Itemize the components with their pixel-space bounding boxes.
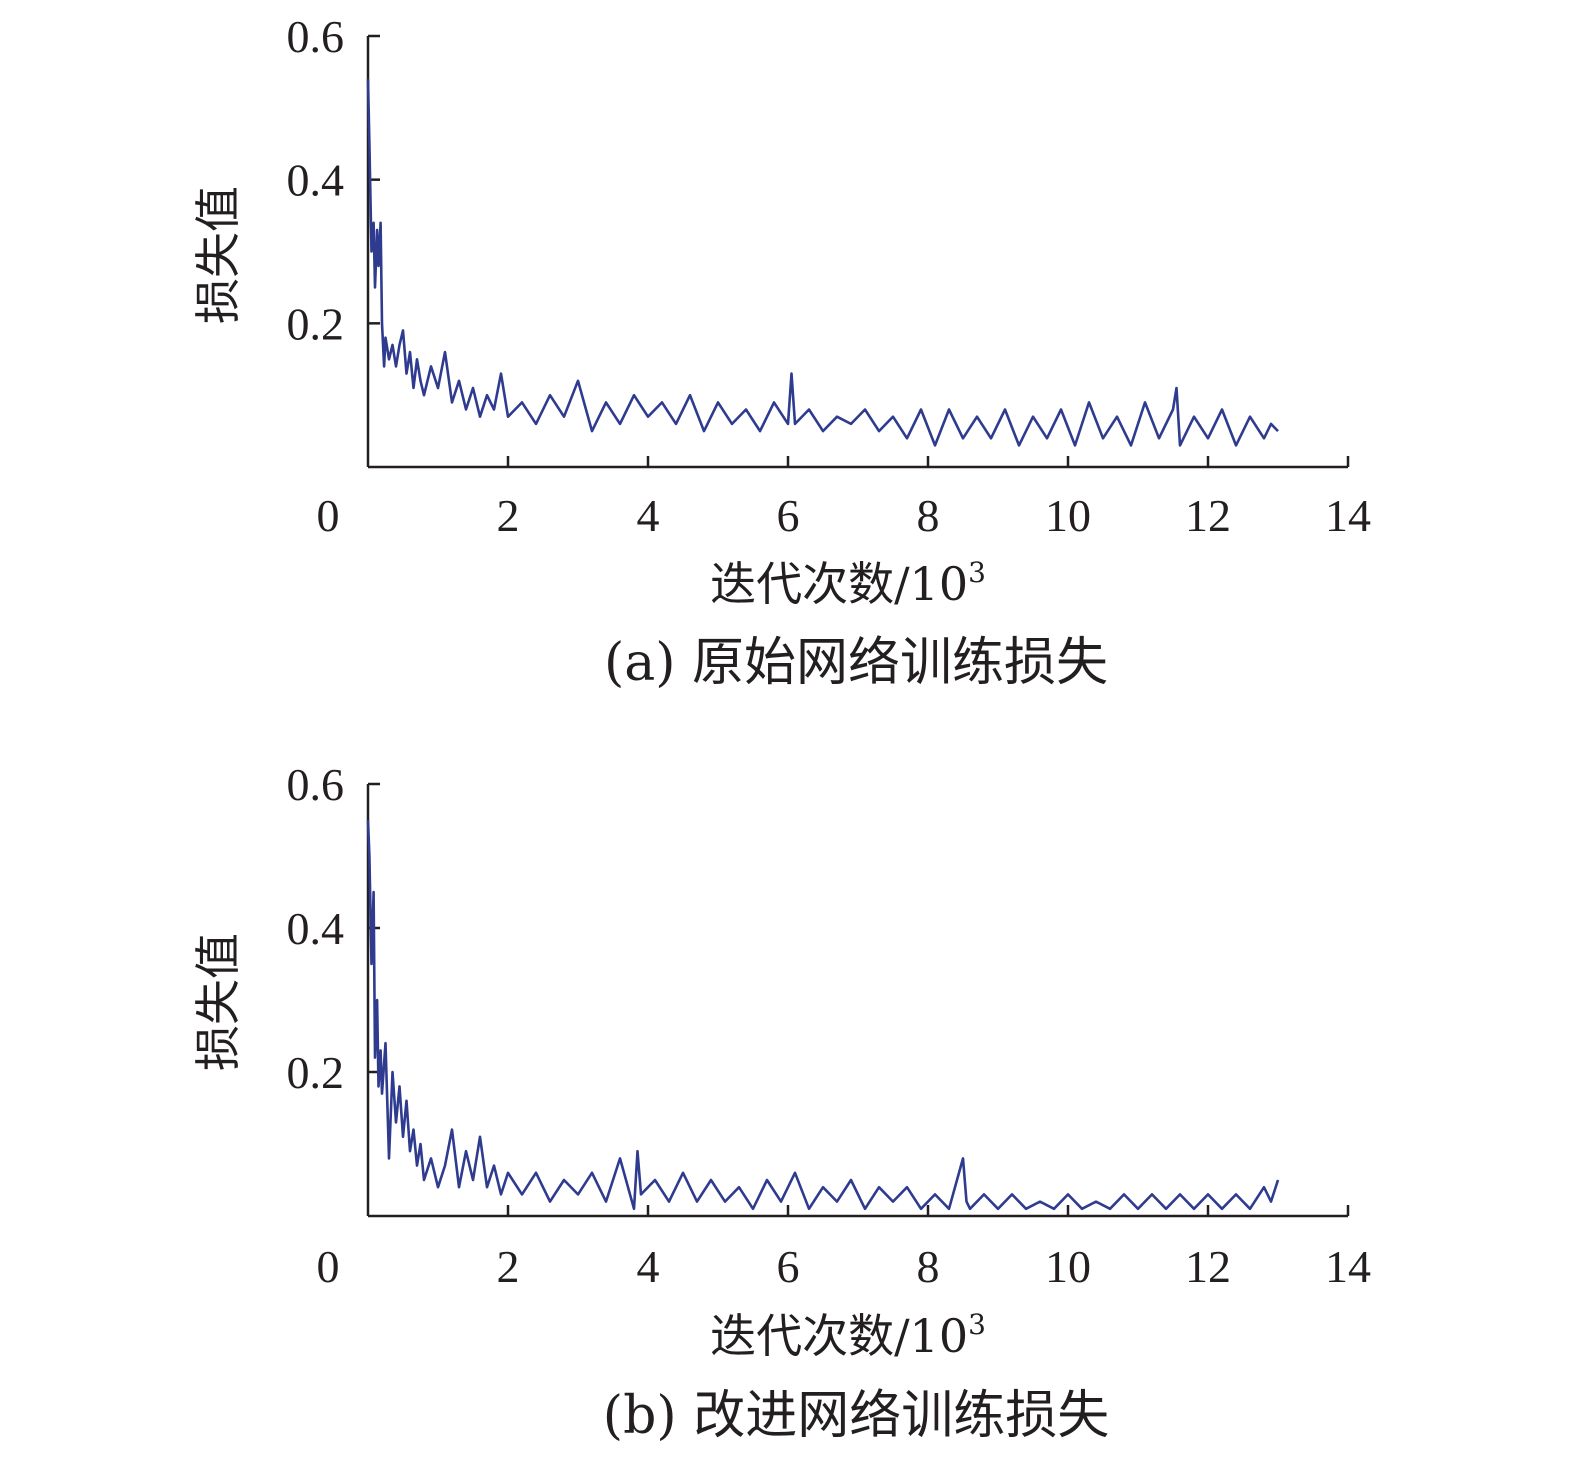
x-tick-label: 0 <box>317 1241 340 1292</box>
chart-caption: (a) 原始网络训练损失 <box>604 633 1108 693</box>
x-tick-label: 14 <box>1325 490 1371 541</box>
y-tick-label: 0.4 <box>287 155 345 206</box>
loss-series-line <box>366 819 1280 1211</box>
x-tick-label: 10 <box>1045 1241 1091 1292</box>
x-tick-label: 2 <box>497 1241 520 1292</box>
x-tick-label: 0 <box>317 490 340 541</box>
x-tick-label: 8 <box>917 490 940 541</box>
x-tick-label: 8 <box>917 1241 940 1292</box>
x-tick-label: 6 <box>777 1241 800 1292</box>
x-tick-label: 12 <box>1185 490 1231 541</box>
x-tick-label: 4 <box>637 490 660 541</box>
x-axis-label-text: 迭代次数/10 <box>710 1309 968 1363</box>
y-tick-label: 0.6 <box>287 11 345 62</box>
y-tick-label: 0.2 <box>287 1047 345 1098</box>
chart-caption: (b) 改进网络训练损失 <box>603 1386 1109 1446</box>
chart-a: 0.2 0.4 0.6 0 2 4 6 8 10 12 14 迭代次数/103 损失值 (a) 原始网络训… <box>191 11 1371 693</box>
x-tick-label: 2 <box>497 490 520 541</box>
x-axis-label-text: 迭代次数/10 <box>710 557 968 611</box>
y-axis-label: 损失值 <box>191 186 245 324</box>
x-tick-label: 6 <box>777 490 800 541</box>
x-tick-label: 4 <box>637 1241 660 1292</box>
x-axis-label: 迭代次数/103 <box>710 556 986 611</box>
y-axis-label: 损失值 <box>191 933 245 1071</box>
chart-b: 0.2 0.4 0.6 0 2 4 6 8 10 12 14 迭代次数/103 损失值 (b) 改进网络训… <box>191 759 1371 1446</box>
y-tick-label: 0.2 <box>287 298 345 349</box>
x-tick-label: 10 <box>1045 490 1091 541</box>
x-axis-label: 迭代次数/103 <box>710 1308 986 1363</box>
y-tick-label: 0.4 <box>287 903 345 954</box>
x-axis-label-superscript: 3 <box>968 556 986 589</box>
x-tick-label: 14 <box>1325 1241 1371 1292</box>
loss-series-line <box>366 79 1279 447</box>
x-tick-label: 12 <box>1185 1241 1231 1292</box>
y-tick-label: 0.6 <box>287 759 345 810</box>
x-axis-label-superscript: 3 <box>968 1308 986 1341</box>
